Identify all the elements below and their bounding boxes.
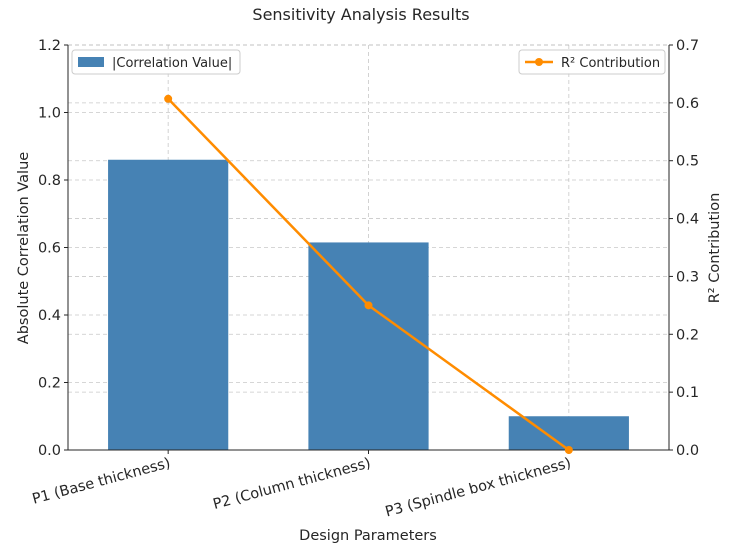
bar bbox=[508, 416, 629, 450]
bar bbox=[308, 242, 429, 450]
left-tick-label: 0.6 bbox=[38, 241, 61, 257]
left-tick-label: 1.2 bbox=[38, 38, 61, 54]
left-axis-title: Absolute Correlation Value bbox=[16, 152, 32, 344]
right-tick-label: 0.7 bbox=[676, 38, 699, 54]
legend-line-marker bbox=[535, 58, 543, 66]
legend-right-frame bbox=[518, 49, 666, 75]
right-tick-label: 0.3 bbox=[676, 269, 699, 285]
left-tick-label: 0.4 bbox=[38, 308, 61, 324]
legend-left-label: |Correlation Value| bbox=[112, 56, 232, 71]
right-ticks: 0.0 0.1 0.2 0.3 0.4 0.5 0.6 0.7 bbox=[669, 38, 699, 459]
right-tick-label: 0.1 bbox=[676, 385, 699, 401]
left-tick-label: 0.8 bbox=[38, 173, 61, 189]
r2-point bbox=[364, 301, 373, 310]
legend-left-frame bbox=[71, 49, 241, 75]
x-tick-label: P1 (Base thickness) bbox=[31, 455, 173, 507]
x-axis-title: Design Parameters bbox=[299, 528, 437, 544]
chart-title: Sensitivity Analysis Results bbox=[252, 5, 469, 24]
bar bbox=[108, 159, 229, 450]
legend-left: |Correlation Value| bbox=[71, 49, 241, 75]
right-tick-label: 0.4 bbox=[676, 212, 699, 228]
left-tick-label: 0.2 bbox=[38, 376, 61, 392]
left-tick-label: 1.0 bbox=[38, 106, 61, 122]
r2-point bbox=[564, 446, 573, 454]
x-ticks: P1 (Base thickness) P2 (Column thickness)… bbox=[31, 450, 573, 520]
legend-right-label: R² Contribution bbox=[561, 56, 660, 71]
right-tick-label: 0.0 bbox=[676, 443, 699, 459]
left-ticks: 0.0 0.2 0.4 0.6 0.8 1.0 1.2 bbox=[38, 38, 68, 459]
left-tick-label: 0.0 bbox=[38, 443, 61, 459]
bar-series bbox=[108, 159, 629, 450]
legend-bar-swatch bbox=[78, 57, 104, 67]
right-tick-label: 0.5 bbox=[676, 154, 699, 170]
legend-right: R² Contribution bbox=[518, 49, 666, 75]
right-tick-label: 0.2 bbox=[676, 327, 699, 343]
line-series bbox=[164, 94, 573, 454]
right-axis-title: R² Contribution bbox=[707, 193, 723, 304]
right-tick-label: 0.6 bbox=[676, 96, 699, 112]
x-tick-label: P2 (Column thickness) bbox=[211, 455, 372, 513]
r2-point bbox=[164, 94, 173, 103]
x-tick-label: P3 (Spindle box thickness) bbox=[384, 455, 573, 520]
